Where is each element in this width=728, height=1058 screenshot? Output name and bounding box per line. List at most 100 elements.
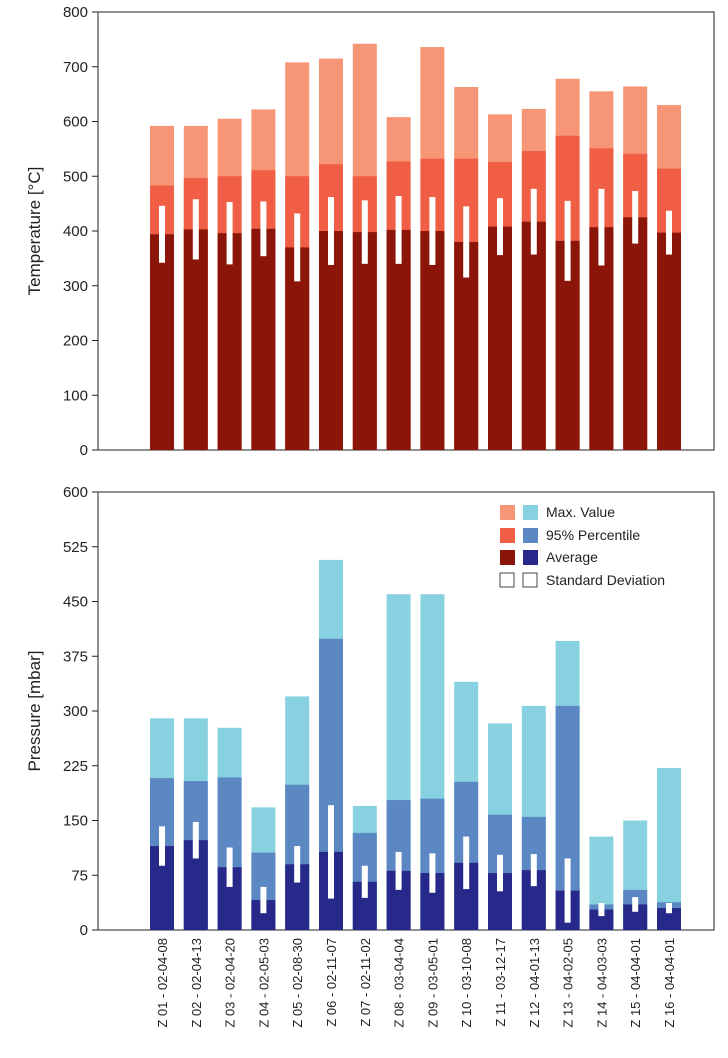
temperature-bar-group-z-11-03-12-17 [488, 114, 512, 450]
pressure-average-bar [589, 909, 614, 930]
temperature-std-dev-bar [598, 188, 605, 266]
temperature-std-dev-bar [666, 210, 672, 255]
legend-swatch-temp-avg [500, 550, 515, 565]
temperature-bars [150, 43, 681, 451]
temperature-bar-group-z-08-03-04-04 [386, 117, 411, 451]
pressure-bar-group-z-15-04-04-01 [623, 820, 648, 930]
legend-item-max-value: Max. Value [500, 504, 615, 520]
temperature-bar-group-z-16-04-04-01 [657, 105, 681, 450]
legend-swatch-temp-p95 [500, 528, 515, 543]
temperature-y-tick-label: 500 [63, 168, 88, 185]
temperature-std-dev-bar [328, 197, 334, 265]
temperature-bar-group-z-01-02-04-08 [150, 125, 174, 450]
pressure-y-tick-label: 75 [71, 867, 88, 884]
temperature-bar-group-z-05-02-08-30 [285, 62, 310, 451]
pressure-std-dev-bar [632, 897, 639, 912]
pressure-std-dev-bar [564, 858, 571, 923]
pressure-average-bar [657, 908, 681, 930]
temperature-average-bar [420, 231, 445, 450]
temperature-std-dev-bar [294, 213, 301, 282]
pressure-bar-group-z-03-02-04-20 [217, 727, 242, 930]
legend: Max. Value 95% Percentile Average Standa… [499, 504, 665, 588]
pressure-bar-group-z-06-02-11-07 [319, 559, 343, 930]
pressure-std-dev-bar [429, 853, 436, 893]
pressure-bar-group-z-12-04-01-13 [521, 705, 546, 930]
temperature-bar-group-z-07-02-11-02 [352, 43, 377, 450]
temperature-bar-group-z-12-04-01-13 [521, 108, 546, 450]
pressure-y-tick-label: 450 [63, 594, 88, 611]
temperature-y-tick-label: 0 [80, 442, 88, 459]
temperature-y-tick-label: 400 [63, 223, 88, 240]
temperature-chart: 0 100 200 300 400 500 600 700 800 Temperature [°… [25, 4, 715, 459]
temperature-std-dev-bar [530, 188, 537, 255]
pressure-std-dev-bar [666, 902, 672, 914]
x-category-label: Z 16 - 04-04-01 [662, 938, 677, 1028]
temperature-average-bar [386, 229, 411, 450]
legend-swatch-std-2 [522, 572, 538, 588]
x-category-label: Z 06 - 02-11-07 [324, 938, 339, 1027]
temperature-y-tick-label: 300 [63, 278, 88, 295]
temperature-std-dev-bar [395, 195, 402, 264]
temperature-average-bar [251, 228, 276, 450]
temperature-average-bar [657, 232, 681, 450]
legend-swatch-std-1 [499, 572, 515, 588]
pressure-y-ticks: 0 75 150 225 300 375 450 525 600 [63, 484, 98, 939]
legend-label-95-percentile: 95% Percentile [546, 527, 640, 543]
pressure-std-dev-bar [530, 854, 537, 887]
temperature-std-dev-bar [632, 191, 639, 244]
pressure-std-dev-bar [598, 902, 605, 917]
temperature-average-bar [521, 221, 546, 450]
temperature-bar-group-z-09-03-05-01 [420, 47, 445, 451]
x-category-label: Z 08 - 03-04-04 [392, 938, 407, 1028]
temperature-average-bar [319, 231, 343, 450]
x-category-label: Z 03 - 02-04-20 [223, 938, 238, 1028]
pressure-std-dev-bar [260, 886, 267, 914]
temperature-y-tick-label: 700 [63, 59, 88, 76]
temperature-y-tick-label: 200 [63, 333, 88, 350]
temperature-y-tick-label: 600 [63, 114, 88, 131]
pressure-y-tick-label: 0 [80, 922, 88, 939]
pressure-std-dev-bar [294, 846, 301, 883]
pressure-bar-group-z-14-04-03-03 [589, 836, 614, 930]
pressure-bar-group-z-10-03-10-08 [454, 681, 479, 930]
pressure-y-tick-label: 525 [63, 539, 88, 556]
temperature-y-ticks: 0 100 200 300 400 500 600 700 800 [63, 4, 98, 459]
temperature-std-dev-bar [463, 206, 470, 278]
pressure-y-tick-label: 225 [63, 758, 88, 775]
legend-swatch-pres-max [523, 505, 538, 520]
x-category-label: Z 02 - 02-04-13 [189, 938, 204, 1028]
temperature-std-dev-bar [429, 197, 436, 265]
temperature-bar-group-z-14-04-03-03 [589, 91, 614, 450]
pressure-y-tick-label: 600 [63, 484, 88, 501]
pressure-std-dev-bar [395, 851, 402, 890]
temperature-average-bar [183, 229, 208, 450]
temperature-std-dev-bar [497, 198, 503, 256]
temperature-bar-group-z-03-02-04-20 [217, 118, 242, 450]
legend-item-95-percentile: 95% Percentile [500, 527, 640, 543]
temperature-bar-group-z-02-02-04-13 [183, 125, 208, 450]
pressure-bar-group-z-01-02-04-08 [150, 718, 174, 930]
pressure-std-dev-bar [328, 805, 334, 899]
x-category-label: Z 04 - 02-05-03 [256, 938, 271, 1028]
temperature-average-bar [488, 226, 512, 450]
x-category-label: Z 15 - 04-04-01 [628, 938, 643, 1028]
legend-label-average: Average [546, 549, 598, 565]
pressure-bar-group-z-09-03-05-01 [420, 594, 445, 930]
legend-swatch-temp-max [500, 505, 515, 520]
temperature-y-axis-label: Temperature [°C] [25, 167, 44, 296]
x-category-label: Z 12 - 04-01-13 [527, 938, 542, 1028]
pressure-bars [150, 559, 681, 930]
legend-label-max-value: Max. Value [546, 504, 615, 520]
pressure-std-dev-bar [159, 826, 165, 866]
pressure-y-tick-label: 150 [63, 813, 88, 830]
pressure-chart: 0 75 150 225 300 375 450 525 600 Z 01 - 02-04-08… [25, 484, 715, 1028]
pressure-bar-group-z-08-03-04-04 [386, 594, 411, 930]
temperature-bar-group-z-10-03-10-08 [454, 87, 479, 451]
x-category-label: Z 09 - 03-05-01 [425, 938, 440, 1028]
temperature-average-bar [623, 217, 648, 450]
legend-swatch-pres-p95 [523, 528, 538, 543]
temperature-std-dev-bar [361, 200, 368, 264]
legend-item-average: Average [500, 549, 598, 565]
x-category-label: Z 07 - 02-11-02 [358, 938, 373, 1027]
